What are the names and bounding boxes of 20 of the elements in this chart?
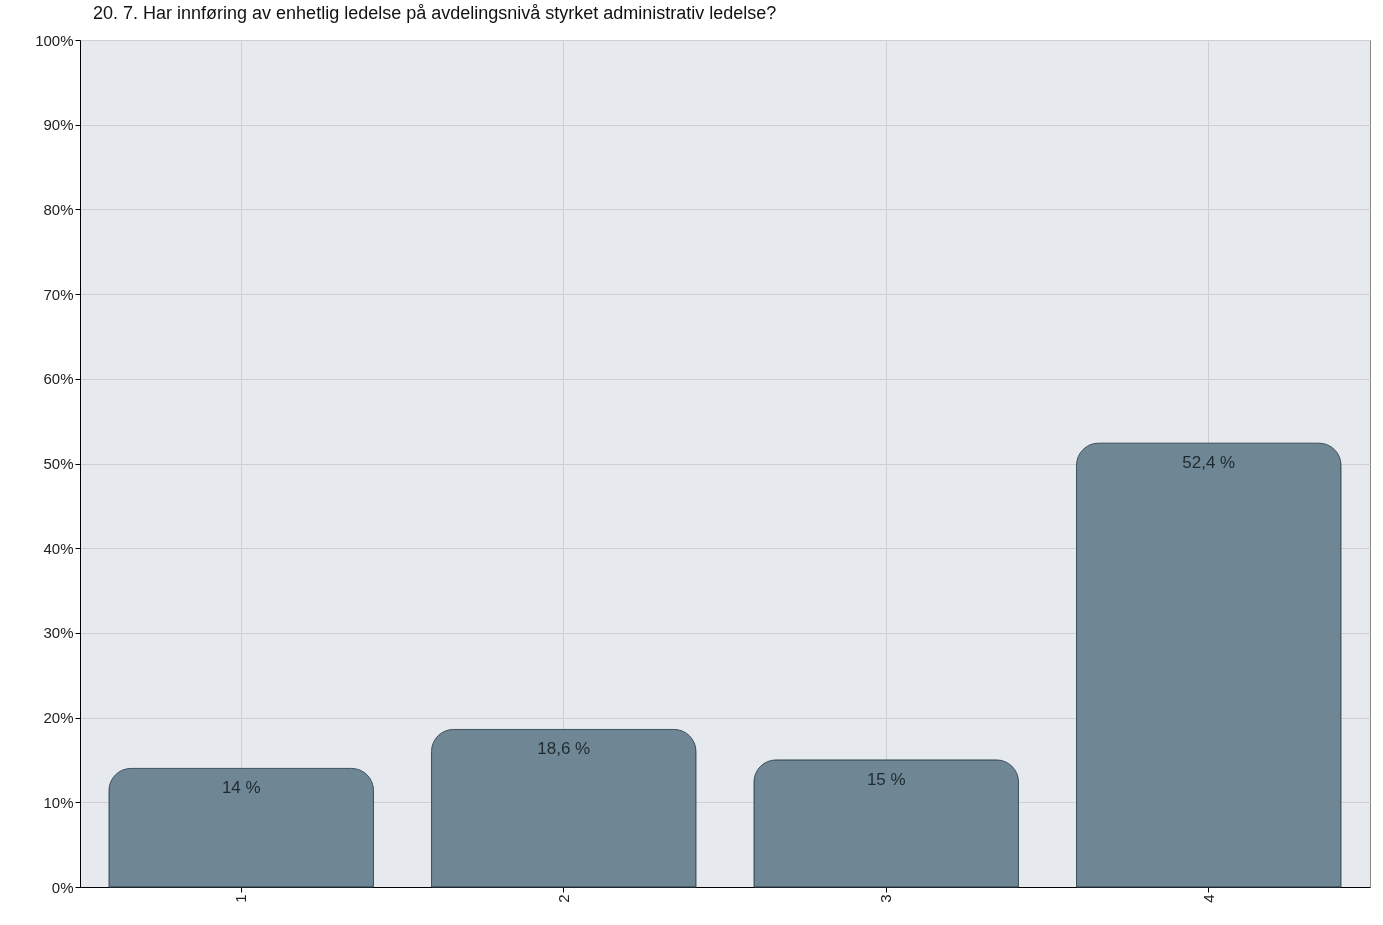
y-tick-label: 70% <box>43 285 74 303</box>
chart-title: 20. 7. Har innføring av enhetlig ledelse på avdelingsnivå styrket administrativ ledelse? <box>93 3 777 23</box>
y-tick-label: 60% <box>43 370 74 388</box>
y-tick-label: 30% <box>43 624 74 642</box>
y-tick-label: 10% <box>43 793 74 811</box>
x-tick-label: 4 <box>1199 894 1217 903</box>
y-tick-label: 90% <box>43 116 74 134</box>
y-tick-label: 100% <box>35 31 74 49</box>
data-label: 18,6 % <box>537 739 591 759</box>
y-tick-label: 50% <box>43 455 74 472</box>
y-tick-label: 20% <box>43 709 74 727</box>
y-tick-label: 40% <box>43 539 74 557</box>
data-label: 52,4 % <box>1182 453 1236 473</box>
data-label: 15 % <box>866 769 906 789</box>
x-tick-label: 2 <box>554 894 572 903</box>
x-tick-label: 1 <box>232 894 250 903</box>
y-tick-label: 0% <box>51 878 74 896</box>
data-label: 14 % <box>221 778 261 798</box>
x-tick-label: 3 <box>877 894 895 903</box>
y-tick-label: 80% <box>43 200 74 218</box>
